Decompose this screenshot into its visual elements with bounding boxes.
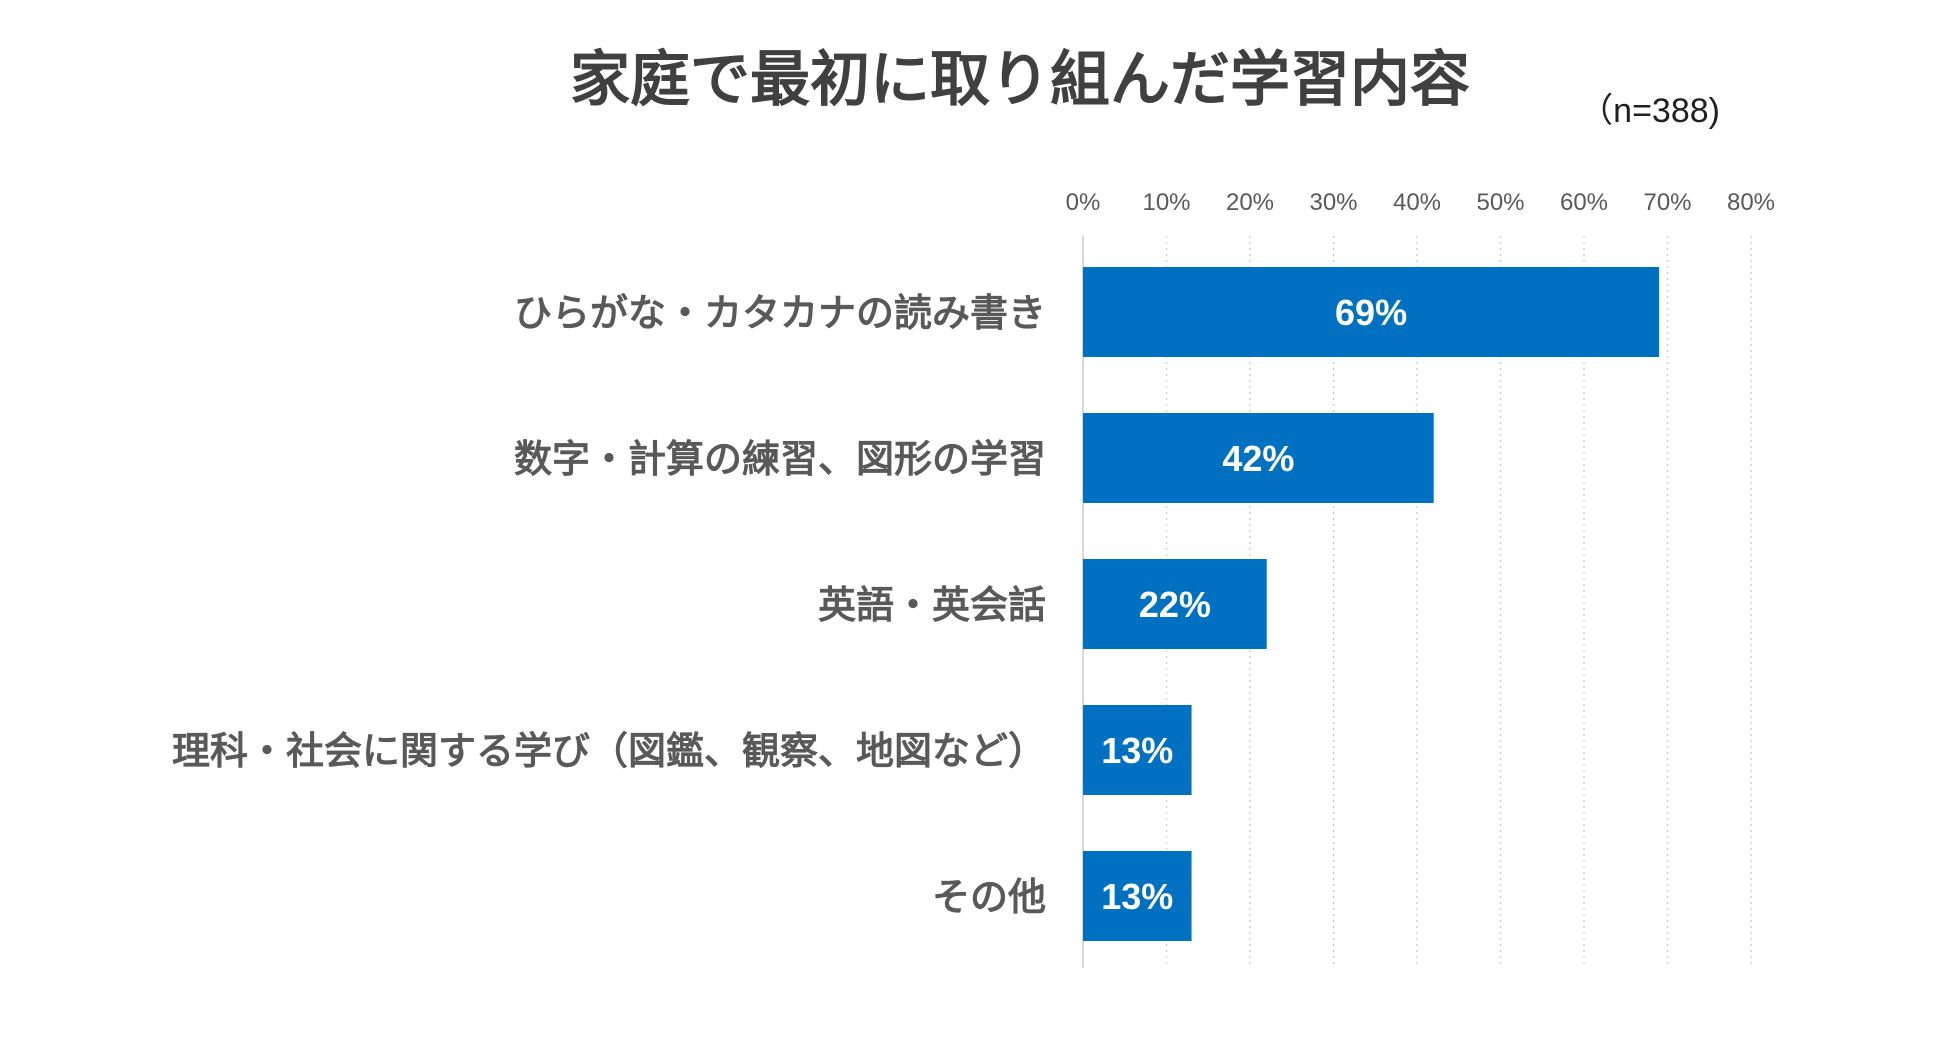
chart-title: 家庭で最初に取り組んだ学習内容 xyxy=(570,45,1470,115)
category-label: 数字・計算の練習、図形の学習 xyxy=(514,437,1046,481)
category-labels: ひらがな・カタカナの読み書き数字・計算の練習、図形の学習英語・英会話理科・社会に… xyxy=(172,291,1046,919)
value-label: 13% xyxy=(1101,730,1173,771)
x-tick-label: 80% xyxy=(1727,189,1775,216)
x-tick-label: 70% xyxy=(1643,189,1691,216)
value-label: 69% xyxy=(1335,292,1407,333)
x-tick-label: 50% xyxy=(1476,189,1524,216)
x-tick-label: 0% xyxy=(1066,189,1101,216)
bar xyxy=(1083,413,1434,503)
bar xyxy=(1083,267,1660,357)
value-label: 13% xyxy=(1101,876,1173,917)
value-label: 22% xyxy=(1139,584,1211,625)
bar xyxy=(1083,559,1267,649)
chart-subtitle: （n=388) xyxy=(1579,92,1720,130)
x-tick-label: 40% xyxy=(1393,189,1441,216)
bar xyxy=(1083,705,1192,795)
value-labels: 69% 42% 22% 13% 13% xyxy=(1101,292,1407,917)
category-label: その他 xyxy=(932,875,1046,919)
value-label: 42% xyxy=(1222,438,1294,479)
category-label: ひらがな・カタカナの読み書き xyxy=(514,291,1046,335)
x-tick-label: 10% xyxy=(1142,189,1190,216)
bars xyxy=(1083,267,1660,941)
category-label: 理科・社会に関する学び（図鑑、観察、地図など） xyxy=(172,729,1046,773)
category-label: 英語・英会話 xyxy=(818,583,1046,627)
x-tick-label: 30% xyxy=(1309,189,1357,216)
x-tick-label: 60% xyxy=(1560,189,1608,216)
bar xyxy=(1083,851,1192,941)
x-tick-label: 20% xyxy=(1226,189,1274,216)
x-axis-ticks: 0% 10% 20% 30% 40% 50% 60% 70% 80% xyxy=(1066,189,1775,216)
